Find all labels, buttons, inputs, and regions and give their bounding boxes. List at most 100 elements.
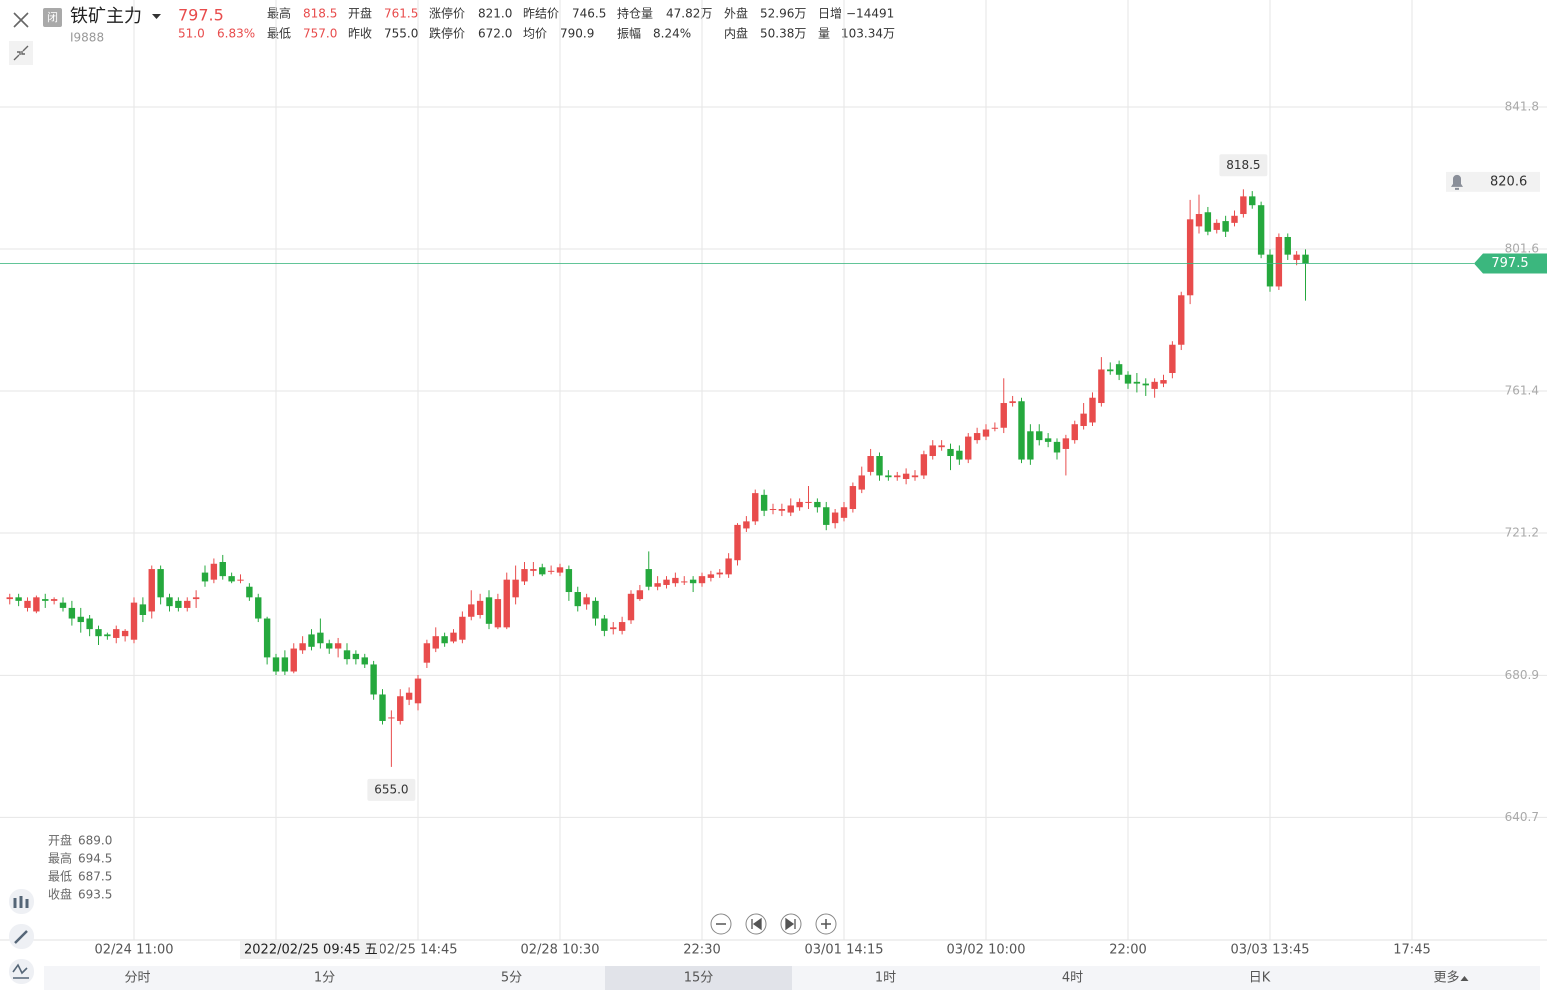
candle-body bbox=[1222, 221, 1229, 232]
candle-body bbox=[734, 524, 741, 561]
indicator-tool[interactable] bbox=[9, 889, 34, 914]
candle-body bbox=[1249, 196, 1256, 206]
stat-label: 最低 bbox=[267, 27, 291, 41]
closed-badge-bg bbox=[43, 8, 62, 27]
dropdown-icon[interactable] bbox=[152, 14, 161, 19]
tab[interactable]: 1时 bbox=[875, 971, 896, 986]
tab[interactable]: 4时 bbox=[1062, 971, 1083, 986]
change: 51.0 bbox=[178, 27, 205, 41]
candle-body bbox=[361, 657, 368, 665]
tabs: 分时 1分 5分 15分 1时 4时 日K 更多 bbox=[124, 966, 1469, 990]
candle-body bbox=[1151, 381, 1158, 389]
candle-body bbox=[1257, 205, 1265, 255]
instrument-code: I9888 bbox=[70, 31, 104, 45]
y-tick-label: 841.8 bbox=[1505, 99, 1539, 113]
tab[interactable]: 日K bbox=[1249, 971, 1271, 986]
candle-body bbox=[707, 574, 715, 578]
tab[interactable]: 15分 bbox=[684, 971, 714, 986]
zoom-out[interactable] bbox=[710, 913, 732, 935]
candle-body bbox=[672, 577, 679, 584]
candle-body bbox=[1124, 374, 1132, 384]
candle-body bbox=[148, 569, 155, 612]
candle-body bbox=[210, 563, 218, 580]
candle-body bbox=[15, 597, 22, 601]
candle-body bbox=[583, 597, 590, 605]
candle-body bbox=[867, 456, 874, 472]
candle-body bbox=[911, 475, 919, 478]
tab[interactable]: 5分 bbox=[501, 971, 522, 986]
candle-body bbox=[618, 622, 626, 631]
candle-body bbox=[59, 602, 67, 608]
candle-body bbox=[716, 572, 723, 575]
stat-label: 振幅 bbox=[617, 26, 641, 41]
candle-body bbox=[938, 445, 945, 448]
candle-body bbox=[104, 634, 111, 637]
stats: 最高 818.5 开盘 761.5 涨停价 821.0 昨结价 746.5 持仓量 47.82万外… bbox=[267, 6, 895, 41]
candle-body bbox=[636, 590, 644, 600]
candle-body bbox=[1240, 196, 1247, 215]
candle-body bbox=[1293, 254, 1300, 260]
candle-body bbox=[352, 653, 360, 660]
candle-body bbox=[86, 618, 93, 630]
candle-body bbox=[1142, 383, 1149, 386]
zoom-in[interactable] bbox=[815, 913, 837, 935]
candle-body bbox=[95, 629, 102, 637]
info-value: 689.0 bbox=[78, 834, 112, 848]
x-tick-label: 03/02 10:00 bbox=[946, 943, 1025, 958]
candle-body bbox=[468, 604, 475, 617]
instrument-name[interactable]: 铁矿主力 bbox=[70, 6, 142, 27]
candle-body bbox=[1302, 254, 1309, 264]
stat-label: 量 bbox=[818, 27, 830, 41]
candle-body bbox=[50, 599, 58, 601]
info-label: 最高 bbox=[48, 851, 72, 866]
candle-body bbox=[485, 597, 493, 624]
candle-body bbox=[459, 616, 466, 640]
stat-value: 818.5 bbox=[303, 7, 337, 21]
y-tick-label: 761.4 bbox=[1505, 384, 1539, 398]
candle-body bbox=[77, 616, 84, 623]
candle-body bbox=[1000, 403, 1007, 428]
draw-tool[interactable] bbox=[9, 924, 34, 949]
x-tick-label: 03/03 13:45 bbox=[1230, 943, 1309, 958]
candle-body bbox=[689, 579, 697, 584]
tab[interactable]: 更多 bbox=[1433, 970, 1459, 986]
stat-value: 755.0 bbox=[384, 27, 418, 41]
stat-value: 790.9 bbox=[560, 27, 594, 41]
candle-body bbox=[139, 604, 147, 615]
candle-body bbox=[627, 593, 635, 621]
candle-body bbox=[796, 501, 803, 508]
candle-body bbox=[698, 576, 706, 584]
side-tools bbox=[9, 889, 34, 984]
change-pct: 6.83% bbox=[217, 27, 255, 41]
candle-body bbox=[663, 579, 670, 585]
candle-body bbox=[814, 501, 821, 508]
candle-body bbox=[512, 579, 519, 598]
tab[interactable]: 分时 bbox=[124, 971, 150, 986]
candle-body bbox=[379, 694, 386, 721]
candle-body bbox=[1231, 215, 1238, 223]
candle-body bbox=[281, 657, 289, 672]
stat-value: 103.34万 bbox=[841, 27, 895, 41]
candle-body bbox=[263, 618, 271, 658]
info-value: 693.5 bbox=[78, 888, 112, 902]
min-label: 655.0 bbox=[374, 782, 408, 796]
candle-body bbox=[965, 436, 972, 460]
candle-body bbox=[1009, 401, 1016, 404]
candle-body bbox=[530, 569, 537, 571]
candle-body bbox=[610, 627, 617, 630]
candle-body bbox=[272, 657, 280, 672]
shrink-button[interactable] bbox=[9, 41, 33, 65]
candle-body bbox=[175, 600, 182, 608]
candle-body bbox=[1275, 236, 1283, 287]
candle-body bbox=[441, 636, 448, 644]
tab[interactable]: 1分 bbox=[314, 971, 335, 986]
x-tick-label: 02/28 10:30 bbox=[520, 943, 599, 958]
line-tool[interactable] bbox=[9, 959, 34, 984]
close-button[interactable] bbox=[13, 12, 29, 28]
candle-body bbox=[539, 567, 546, 575]
candle-body bbox=[956, 450, 963, 460]
stat-value: 47.82万 bbox=[666, 7, 712, 21]
scroll-end[interactable] bbox=[780, 913, 802, 935]
scroll-start[interactable] bbox=[745, 913, 767, 935]
candle-body bbox=[769, 509, 777, 511]
